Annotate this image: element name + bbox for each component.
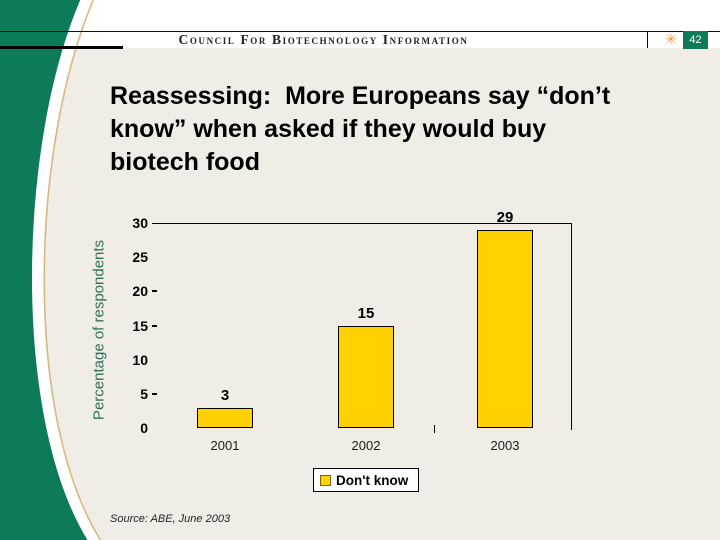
x-axis-label: 2001 bbox=[210, 438, 240, 453]
sun-icon: ✳ bbox=[665, 31, 677, 47]
y-tick-label: 20 bbox=[132, 283, 148, 300]
y-tick-mark bbox=[152, 324, 157, 327]
legend-color-swatch bbox=[320, 474, 331, 486]
bar-2001 bbox=[197, 407, 253, 428]
swoosh-white-band bbox=[31, 0, 102, 540]
y-axis-title: Percentage of respondents bbox=[88, 225, 110, 435]
header-top-rule bbox=[0, 31, 720, 32]
header-thick-rule bbox=[0, 46, 123, 49]
x-axis-label: 2002 bbox=[351, 438, 381, 453]
y-tick-label: 30 bbox=[132, 215, 148, 231]
y-axis-title-text: Percentage of respondents bbox=[90, 239, 108, 421]
x-axis-minor-tick bbox=[434, 425, 435, 433]
bar-2003 bbox=[477, 229, 533, 428]
header-brand-text: Council For Biotechnology Information bbox=[178, 32, 469, 47]
source-note: Source: ABE, June 2003 bbox=[110, 513, 231, 525]
swoosh-green-shape bbox=[0, 0, 88, 540]
bar-value-label: 15 bbox=[357, 304, 375, 322]
x-axis-label: 2003 bbox=[490, 438, 520, 453]
swoosh-tan-line bbox=[43, 0, 102, 540]
slide-title: Reassessing: More Europeans say “don’t k… bbox=[110, 82, 611, 176]
bar-2002 bbox=[338, 325, 394, 428]
chart-right-border bbox=[571, 223, 572, 430]
chart-top-border bbox=[152, 223, 572, 224]
chart-legend: Don't know bbox=[313, 468, 419, 492]
y-tick-label: 15 bbox=[132, 317, 148, 334]
header-divider-line bbox=[647, 31, 648, 48]
bar-value-label: 29 bbox=[496, 208, 514, 226]
slide-background bbox=[0, 48, 720, 540]
y-tick-label: 10 bbox=[132, 351, 148, 368]
legend-label: Don't know bbox=[336, 472, 409, 488]
y-tick-label: 25 bbox=[132, 249, 148, 266]
y-tick-label: 5 bbox=[140, 385, 148, 402]
y-tick-label: 0 bbox=[140, 420, 148, 436]
slide-page-number: 42 bbox=[683, 31, 708, 49]
y-tick-mark bbox=[152, 290, 157, 293]
bar-value-label: 3 bbox=[220, 386, 230, 404]
y-tick-mark bbox=[152, 392, 157, 395]
